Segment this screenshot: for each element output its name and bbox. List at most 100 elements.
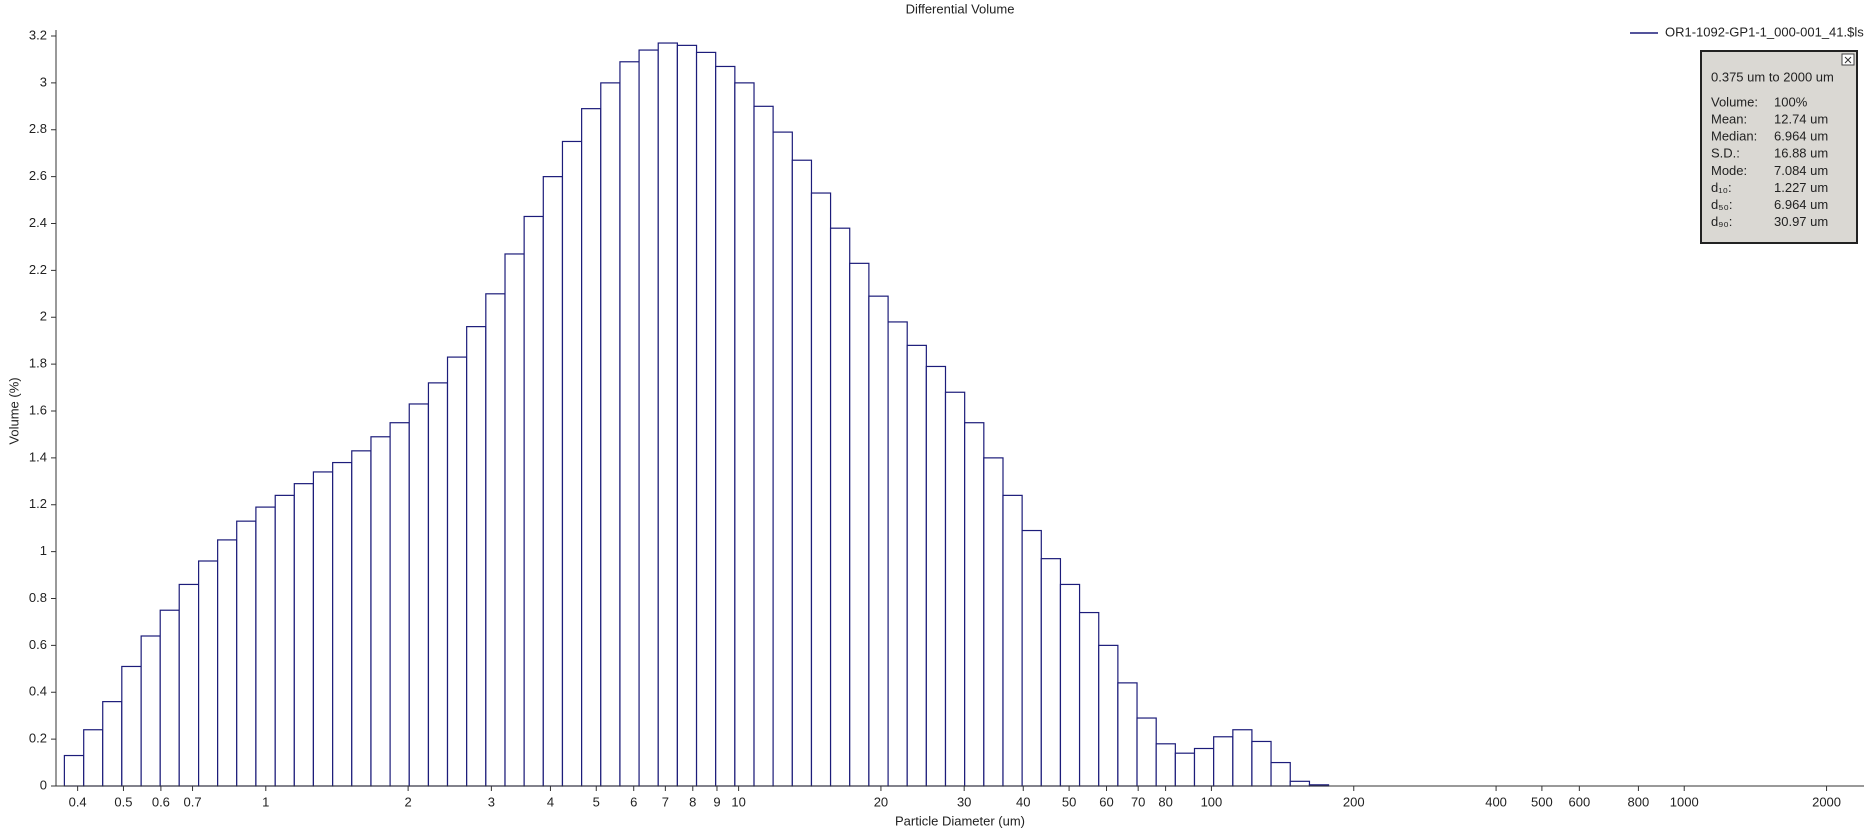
bar <box>772 131 793 787</box>
bar <box>274 494 295 787</box>
x-tick-label: 8 <box>689 794 696 809</box>
x-tick-label: 70 <box>1131 794 1145 809</box>
x-tick-label: 1000 <box>1670 794 1699 809</box>
y-tick-label: 0 <box>40 777 47 792</box>
bar <box>810 192 832 787</box>
bar <box>159 609 180 787</box>
stats-value: 16.88 um <box>1774 146 1828 161</box>
y-tick-label: 0.2 <box>29 731 47 746</box>
stats-value: 12.74 um <box>1774 112 1828 127</box>
bar <box>1270 761 1291 787</box>
y-tick-label: 1.2 <box>29 496 47 511</box>
x-tick-label: 1 <box>262 794 269 809</box>
bar <box>753 105 774 787</box>
bar <box>1098 644 1119 787</box>
x-tick-label: 2000 <box>1812 794 1841 809</box>
bar <box>446 356 468 787</box>
y-tick-label: 1.8 <box>29 356 47 371</box>
stats-label: Mean: <box>1711 112 1747 127</box>
bar <box>561 140 583 787</box>
x-tick-label: 60 <box>1099 794 1113 809</box>
stats-box: 0.375 um to 2000 um Volume: 100% Mean: 12.7… <box>1700 50 1858 244</box>
bar <box>1078 611 1100 787</box>
x-tick-label: 20 <box>874 794 888 809</box>
bar <box>1002 494 1023 787</box>
y-tick-label: 1.6 <box>29 402 47 417</box>
y-tick-label: 2.8 <box>29 121 47 136</box>
bar <box>715 65 736 787</box>
legend-label: OR1-1092-GP1-1_000-001_41.$ls <box>1665 24 1864 39</box>
bar <box>293 483 315 787</box>
y-tick-label: 2.4 <box>29 215 47 230</box>
bar <box>1059 583 1081 787</box>
y-tick-label: 2 <box>40 309 47 324</box>
stats-range: 0.375 um to 2000 um <box>1711 69 1834 84</box>
bar <box>983 457 1004 787</box>
bar <box>427 382 449 787</box>
bar <box>1251 740 1272 787</box>
bar <box>1174 752 1196 787</box>
chart-title: Differential Volume <box>906 1 1015 16</box>
stats-label: d₁₀: <box>1711 180 1732 195</box>
bar <box>523 215 544 787</box>
bar <box>217 539 238 787</box>
x-tick-label: 800 <box>1628 794 1650 809</box>
stats-value: 100% <box>1774 94 1808 109</box>
y-tick-label: 0.6 <box>29 637 47 652</box>
bar <box>504 253 525 787</box>
stats-label: Median: <box>1711 129 1757 144</box>
y-tick-label: 1.4 <box>29 449 47 464</box>
bar <box>906 344 927 787</box>
bar <box>1021 529 1042 787</box>
y-axis-label: Volume (%) <box>6 377 21 444</box>
x-tick-label: 0.6 <box>152 794 170 809</box>
stats-value: 6.964 um <box>1774 129 1828 144</box>
bar <box>63 754 85 787</box>
bar <box>178 583 200 787</box>
bar <box>102 701 123 787</box>
y-tick-label: 2.6 <box>29 168 47 183</box>
bar <box>581 108 602 787</box>
stats-label: Mode: <box>1711 163 1747 178</box>
stats-value: 7.084 um <box>1774 163 1828 178</box>
x-tick-label: 2 <box>405 794 412 809</box>
x-tick-label: 6 <box>630 794 637 809</box>
x-tick-label: 500 <box>1531 794 1553 809</box>
bar <box>351 450 372 787</box>
bar <box>389 422 410 787</box>
x-tick-label: 5 <box>593 794 600 809</box>
bar <box>332 461 353 787</box>
x-tick-label: 100 <box>1201 794 1223 809</box>
stats-value: 6.964 um <box>1774 197 1828 212</box>
x-tick-label: 10 <box>731 794 745 809</box>
y-tick-label: 0.4 <box>29 684 47 699</box>
bar <box>198 560 219 787</box>
bar <box>1289 780 1311 787</box>
bar <box>1117 682 1138 787</box>
bar <box>638 49 659 787</box>
x-tick-label: 600 <box>1568 794 1590 809</box>
bar <box>236 520 257 787</box>
y-tick-label: 0.8 <box>29 590 47 605</box>
bar <box>1193 747 1215 787</box>
bar <box>887 321 908 787</box>
bar <box>849 262 870 787</box>
legend: OR1-1092-GP1-1_000-001_41.$ls <box>1630 24 1864 39</box>
x-tick-label: 4 <box>547 794 554 809</box>
bar <box>408 403 430 787</box>
x-axis-label: Particle Diameter (um) <box>895 813 1025 828</box>
x-tick-label: 30 <box>957 794 971 809</box>
stats-value: 1.227 um <box>1774 180 1828 195</box>
bar <box>600 82 621 787</box>
bar <box>676 44 698 787</box>
y-tick-label: 3.2 <box>29 27 47 42</box>
x-tick-label: 3 <box>488 794 495 809</box>
bar <box>140 635 161 787</box>
bar <box>1232 729 1253 787</box>
stats-label: d₉₀: <box>1711 214 1732 229</box>
stats-panel <box>1700 50 1858 244</box>
bar <box>542 176 564 787</box>
bar <box>83 729 104 787</box>
bar <box>619 61 640 787</box>
